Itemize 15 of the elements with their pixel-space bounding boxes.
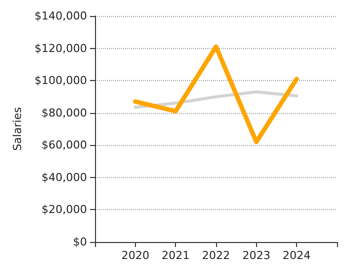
x-tick-label: 2021 (162, 249, 190, 262)
x-tick-label: 2024 (282, 249, 311, 262)
line-series (133, 44, 299, 144)
y-tick-label: $140,000 (34, 10, 87, 22)
y-tick-label: $60,000 (42, 138, 87, 152)
y-tick-label: $20,000 (42, 203, 87, 216)
y-tick-label: $80,000 (42, 106, 87, 120)
y-tick-label: $40,000 (42, 170, 87, 184)
y-axis-title: Salaries (11, 106, 24, 151)
y-tick-label: $0 (73, 236, 87, 248)
x-tick-label: 2023 (242, 249, 270, 262)
x-tick-label: 2022 (202, 249, 230, 262)
x-tick-label: 2020 (121, 249, 150, 262)
y-tick-label: $100,000 (34, 74, 87, 88)
y-tick-label: $120,000 (34, 42, 87, 55)
